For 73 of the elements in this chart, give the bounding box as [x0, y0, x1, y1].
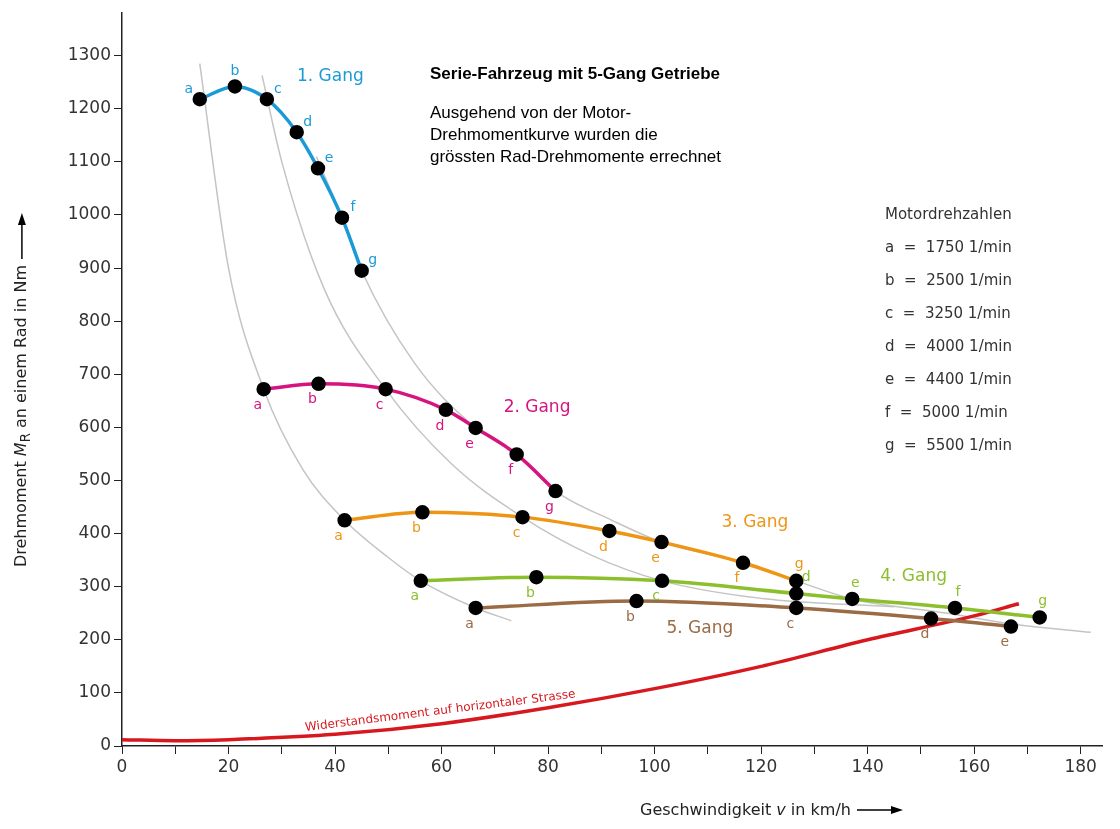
- series-label: 3. Gang: [721, 510, 789, 531]
- series-label: 2. Gang: [503, 396, 571, 417]
- y-tick-label: 300: [78, 575, 111, 596]
- x-tick-label: 40: [324, 755, 346, 776]
- x-tick-label: 80: [537, 755, 559, 776]
- y-tick-label: 1200: [67, 97, 111, 118]
- annotation: f = 5000 1/min: [885, 403, 1008, 421]
- data-label: b: [308, 390, 318, 407]
- data-label: e: [465, 434, 474, 451]
- y-tick-label: 200: [78, 628, 111, 649]
- x-tick-label: 120: [744, 755, 778, 776]
- text: Serie-Fahrzeug mit 5-Gang Getriebe: [430, 64, 721, 84]
- data-label: f: [955, 582, 962, 599]
- y-tick-label: 600: [78, 415, 111, 436]
- annotation: a = 1750 1/min: [885, 238, 1012, 256]
- annotation: Motordrehzahlen: [885, 205, 1012, 223]
- y-tick-label: 100: [78, 681, 111, 702]
- data-label: c: [274, 79, 282, 96]
- data-label: c: [375, 395, 384, 412]
- y-tick-label: 900: [78, 256, 111, 277]
- data-label: f: [508, 461, 515, 478]
- data-label: g: [368, 251, 378, 268]
- data-label: b: [626, 607, 636, 624]
- x-tick-label: 20: [217, 755, 240, 776]
- annotation: e = 4400 1/min: [885, 370, 1012, 388]
- data-label: c: [652, 587, 660, 604]
- y-tick-label: 700: [78, 362, 111, 383]
- x-tick-label: 100: [638, 755, 671, 776]
- annotation: c = 3250 1/min: [885, 304, 1011, 322]
- data-label: f: [734, 569, 741, 586]
- y-tick-label: 500: [78, 468, 111, 489]
- data-label: d: [598, 537, 608, 554]
- data-label: a: [334, 526, 343, 543]
- data-label: f: [350, 198, 357, 215]
- y-tick-label: 1300: [67, 44, 111, 65]
- data-label: a: [465, 614, 474, 631]
- x-tick-label: 0: [116, 755, 128, 776]
- y-tick-label: 400: [78, 522, 111, 543]
- data-label: g: [1038, 592, 1048, 609]
- data-label: c: [786, 614, 795, 631]
- data-label: d: [920, 625, 930, 642]
- series-label: 5. Gang: [666, 617, 734, 638]
- series-label: 4. Gang: [880, 565, 947, 586]
- annotation: g = 5500 1/min: [885, 436, 1012, 454]
- data-label: a: [410, 587, 420, 604]
- data-label: d: [303, 112, 313, 129]
- annotation: Ausgehend von der Motor- Drehmomentkurve wurden die grössten Rad-Drehmomente errechnet: [430, 102, 722, 168]
- y-tick-label: 1100: [67, 150, 111, 171]
- data-label: a: [253, 395, 262, 412]
- data-label: b: [411, 518, 421, 535]
- data-label: d: [435, 416, 445, 433]
- y-tick-label: 800: [78, 309, 111, 330]
- data-label: b: [525, 583, 535, 600]
- data-label: a: [184, 79, 194, 96]
- annotation: b = 2500 1/min: [885, 271, 1012, 289]
- x-tick-label: 140: [851, 755, 884, 776]
- data-label: b: [230, 62, 240, 79]
- data-label: e: [850, 573, 860, 590]
- y-tick-label: 1000: [67, 203, 111, 224]
- data-label: e: [1000, 633, 1010, 650]
- x-axis-title: Geschwindigkeit v in km/h: [640, 800, 851, 819]
- x-tick-label: 160: [957, 755, 991, 776]
- y-tick-label: 0: [100, 734, 111, 755]
- series-label: 1. Gang: [296, 64, 364, 85]
- data-label: d: [801, 568, 811, 585]
- annotation: d = 4000 1/min: [885, 337, 1012, 355]
- data-label: c: [512, 523, 521, 540]
- data-label: g: [794, 555, 804, 572]
- x-tick-label: 60: [430, 755, 453, 776]
- data-label: e: [324, 148, 334, 165]
- data-label: e: [651, 548, 660, 565]
- x-tick-label: 180: [1064, 755, 1097, 776]
- data-label: g: [545, 497, 554, 514]
